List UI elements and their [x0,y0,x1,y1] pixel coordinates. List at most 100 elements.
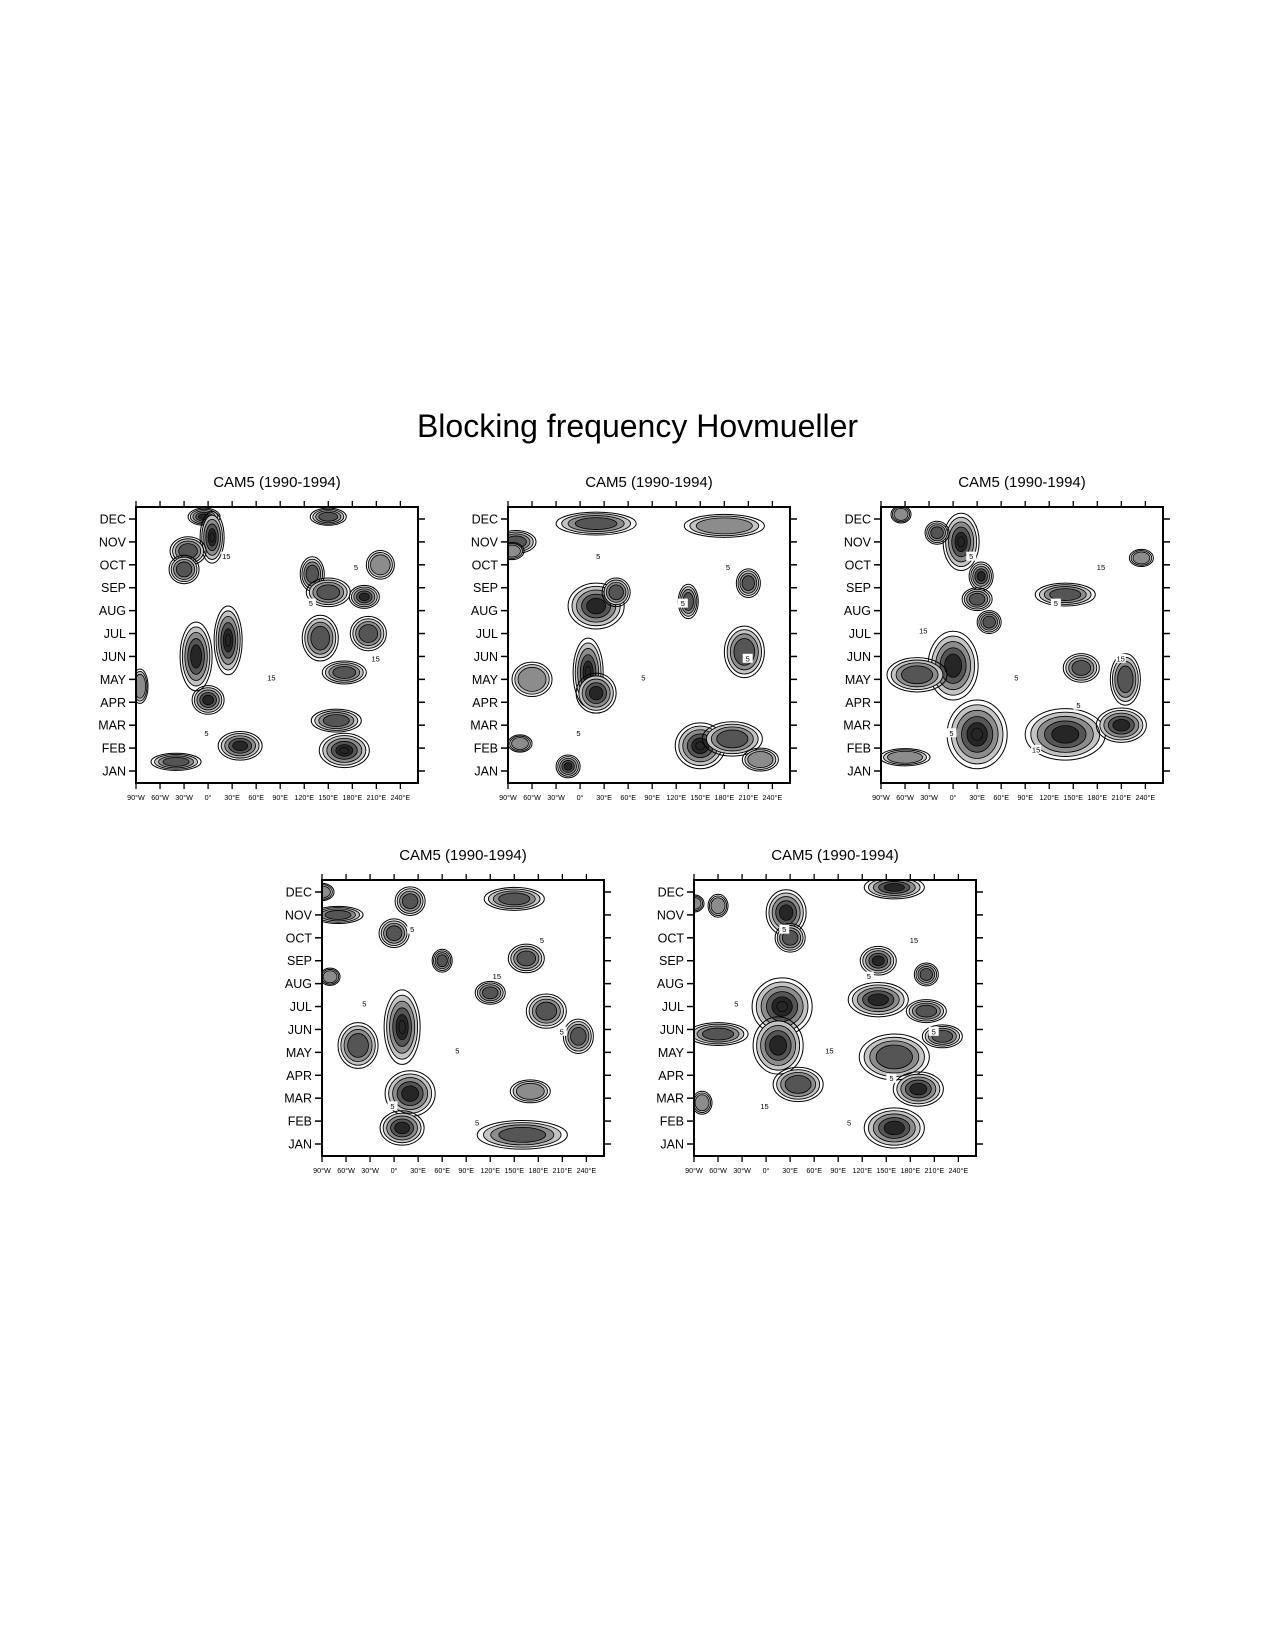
y-tick-label: DEC [472,513,498,527]
contour-label: 5 [746,654,750,663]
y-tick-label: NOV [657,908,685,922]
contour-level-5-blob-15 [232,740,248,752]
contour-level-1-blob-10 [301,614,339,662]
contour-level-1-blob-15 [881,748,931,767]
contour-level-4-blob-6 [436,954,448,968]
contour-level-4-blob-2 [930,526,944,540]
y-tick-label: NOV [99,535,127,549]
contour-level-4-blob-4 [781,929,799,946]
contour-level-3-blob-19 [370,554,391,576]
contour-level-4-blob-14 [322,714,350,727]
y-tick-label: APR [845,696,871,710]
x-tick-label: 60°W [151,793,169,802]
contour-level-1-blob-12 [321,660,367,685]
x-tick-label: 30°E [596,793,612,802]
contour-label-bg [1073,700,1084,710]
contour-level-3-blob-18 [694,897,702,910]
plot-frame [135,506,419,784]
y-tick-label: OCT [100,558,127,572]
contour-level-3-blob-3 [893,508,909,521]
contour-label-bg [863,971,874,981]
contour-level-5-blob-14 [1112,718,1131,732]
y-tick-label: JUL [662,1000,684,1014]
contour-level-4-blob-12 [875,1044,913,1070]
contour-level-1-blob-15 [772,1066,824,1103]
contour-level-1-blob-11 [337,1022,379,1069]
contour-level-1-blob-10 [383,989,421,1065]
contour-label: 5 [932,1027,936,1036]
contour-level-4-blob-6 [608,584,624,601]
contour-level-4-blob-5 [968,592,986,606]
contour-level-1-blob-4 [168,554,200,585]
contour-level-1-blob-16 [863,1107,925,1149]
contour-label-bg [918,626,929,636]
contour-label: 5 [410,925,414,934]
x-tick-label: 60°E [434,1166,450,1175]
contour-label-bg [221,551,232,561]
contour-level-3-blob-17 [322,970,338,984]
contour-level-4-blob-6 [919,968,933,981]
y-tick-label: OCT [658,931,685,945]
contour-level-3-blob-20 [136,673,147,699]
contour-level-5-blob-14 [909,1082,928,1096]
contour-label-bg [387,1101,398,1111]
contour-label: 15 [372,654,380,663]
x-tick-label: 150°E [690,793,710,802]
y-tick-label: DEC [286,886,312,900]
x-tick-label: 120°E [666,793,686,802]
x-tick-label: 210°E [1112,793,1132,802]
contour-label-bg [573,728,584,738]
contour-level-1-blob-8 [213,605,243,676]
y-tick-label: FEB [847,742,871,756]
hovmoeller-panel-5: 5 5 15 15 15 5 5 5 5 JAN FEB MAR APR MAY JUN JUL AUG SEP O… [656,847,983,1175]
contour-level-1-blob-12 [562,1018,594,1055]
x-tick-label: 0° [763,1166,770,1175]
contour-label: 5 [390,1102,394,1111]
contour-field [322,882,594,1150]
contour-label-bg [536,935,547,945]
contour-level-1-blob-15 [476,1120,568,1150]
contour-level-5-blob-10 [769,1035,787,1056]
hovmoeller-panel-3: 5 5 5 15 5 15 15 15 5 JAN FEB MAR APR MAY JUN JUL AUG SEP… [843,474,1170,802]
contour-level-6-blob-12 [971,727,983,741]
x-tick-label: 0° [205,793,212,802]
contour-level-5-blob-8 [944,653,962,678]
contour-level-5-blob-8 [867,993,889,1006]
contour-level-1-blob-9 [525,993,567,1029]
y-tick-label: JUN [102,650,126,664]
contour-level-1-blob-9 [886,657,948,693]
contour-label: 5 [475,1118,479,1127]
contour-level-1-blob-18 [694,894,705,913]
y-tick-label: JUN [474,650,498,664]
contour-level-5-blob-15 [563,762,573,771]
contour-level-4-blob-3 [498,892,531,906]
contour-level-4-blob-18 [318,511,339,522]
contour-level-4-blob-12 [332,666,357,679]
x-tick-label: 60°W [337,1166,355,1175]
contour-label: 15 [919,627,927,636]
contour-level-1-blob-14 [379,1110,425,1146]
contour-level-5-blob-13 [1051,725,1080,744]
contour-level-1-blob-11 [1109,653,1141,706]
x-tick-label: 150°E [876,1166,896,1175]
plot-frame [507,506,791,784]
contour-level-1-blob-11 [349,615,387,652]
contour-label: 5 [309,599,313,608]
contour-level-1-blob-7 [507,943,545,974]
y-tick-label: APR [658,1069,684,1083]
contour-label: 5 [847,1118,851,1127]
contour-label-bg [472,1117,483,1127]
contour-level-1-blob-1 [555,511,637,536]
contour-level-1-blob-3 [707,893,729,918]
contour-level-4-blob-17 [162,756,190,767]
contour-label: 5 [867,972,871,981]
contour-label-bg [305,598,316,608]
x-tick-label: 120°E [1039,793,1059,802]
y-tick-label: MAY [100,673,127,687]
x-tick-label: 210°E [367,793,387,802]
y-tick-label: AUG [285,977,312,991]
contour-level-3-blob-16 [1132,551,1151,565]
contour-label: 15 [760,1102,768,1111]
y-tick-label: MAR [470,719,498,733]
contour-level-1-blob-4 [322,882,335,902]
